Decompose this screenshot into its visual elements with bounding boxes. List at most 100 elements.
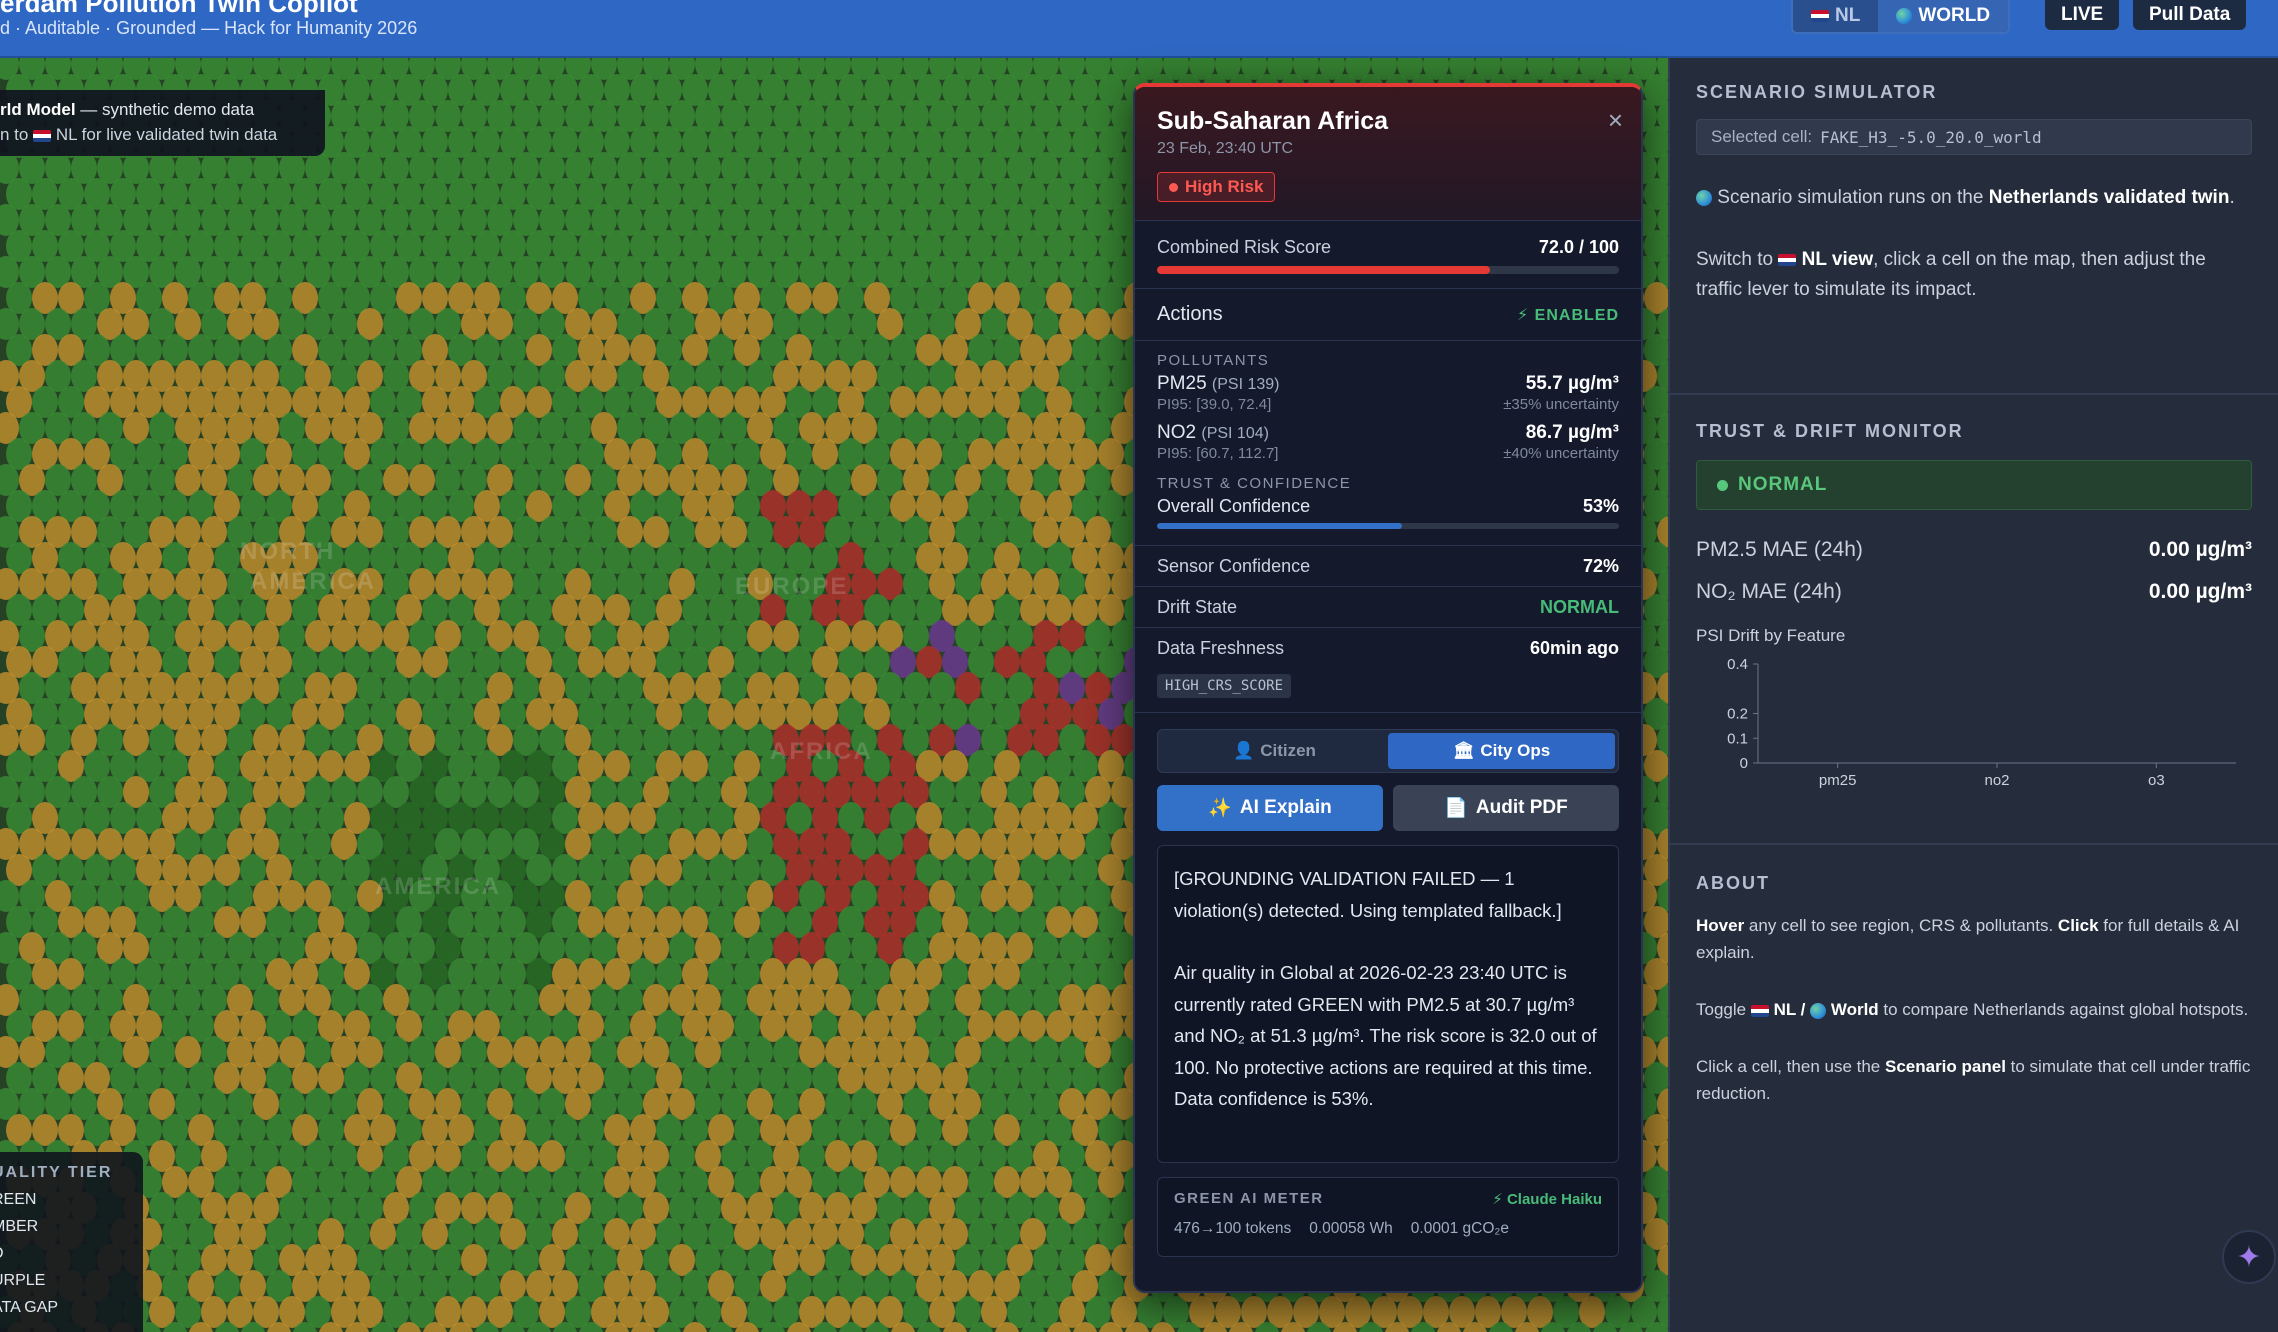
map-cell[interactable]	[643, 360, 669, 392]
map-cell[interactable]	[1020, 1322, 1046, 1332]
map-cell[interactable]	[279, 568, 305, 600]
map-cell[interactable]	[422, 1270, 448, 1302]
map-cell[interactable]	[58, 1062, 84, 1094]
map-cell[interactable]	[968, 750, 994, 782]
map-cell[interactable]	[279, 1192, 305, 1224]
map-cell[interactable]	[1085, 880, 1111, 912]
map-cell[interactable]	[968, 1062, 994, 1094]
map-cell[interactable]	[669, 776, 695, 808]
map-cell[interactable]	[357, 672, 383, 704]
map-cell[interactable]	[1059, 152, 1085, 184]
map-cell[interactable]	[786, 334, 812, 366]
map-cell[interactable]	[188, 1322, 214, 1332]
map-cell[interactable]	[331, 1296, 357, 1328]
map-cell[interactable]	[45, 360, 71, 392]
map-cell[interactable]	[58, 1114, 84, 1146]
map-cell[interactable]	[19, 464, 45, 496]
map-cell[interactable]	[461, 100, 487, 132]
map-cell[interactable]	[1514, 1322, 1540, 1332]
map-cell[interactable]	[1033, 776, 1059, 808]
map-cell[interactable]	[669, 568, 695, 600]
map-cell[interactable]	[838, 386, 864, 418]
map-cell[interactable]	[370, 1114, 396, 1146]
map-cell[interactable]	[604, 698, 630, 730]
map-cell[interactable]	[435, 152, 461, 184]
map-cell[interactable]	[227, 776, 253, 808]
map-cell[interactable]	[32, 438, 58, 470]
map-cell[interactable]	[1098, 178, 1124, 210]
map-cell[interactable]	[162, 1270, 188, 1302]
map-cell[interactable]	[903, 58, 929, 80]
map-cell[interactable]	[344, 1010, 370, 1042]
map-cell[interactable]	[721, 724, 747, 756]
map-cell[interactable]	[1293, 1296, 1319, 1328]
map-cell[interactable]	[396, 1114, 422, 1146]
map-cell[interactable]	[929, 1088, 955, 1120]
map-cell[interactable]	[812, 1270, 838, 1302]
map-cell[interactable]	[1644, 1062, 1668, 1094]
map-cell[interactable]	[214, 594, 240, 626]
map-cell[interactable]	[916, 750, 942, 782]
map-cell[interactable]	[916, 1166, 942, 1198]
map-cell[interactable]	[656, 1062, 682, 1094]
map-cell[interactable]	[1085, 204, 1111, 236]
map-cell[interactable]	[968, 74, 994, 106]
map-cell[interactable]	[279, 152, 305, 184]
map-cell[interactable]	[1150, 1322, 1176, 1332]
map-cell[interactable]	[1007, 58, 1033, 80]
map-cell[interactable]	[409, 308, 435, 340]
map-cell[interactable]	[1033, 1088, 1059, 1120]
map-cell[interactable]	[1033, 516, 1059, 548]
map-cell[interactable]	[513, 360, 539, 392]
map-cell[interactable]	[149, 516, 175, 548]
map-cell[interactable]	[695, 464, 721, 496]
map-cell[interactable]	[578, 1166, 604, 1198]
map-cell[interactable]	[617, 776, 643, 808]
map-cell[interactable]	[812, 958, 838, 990]
map-cell[interactable]	[760, 438, 786, 470]
map-cell[interactable]	[344, 1062, 370, 1094]
map-cell[interactable]	[487, 58, 513, 80]
map-cell[interactable]	[812, 1062, 838, 1094]
map-cell[interactable]	[1072, 958, 1098, 990]
map-cell[interactable]	[1020, 750, 1046, 782]
map-cell[interactable]	[1046, 594, 1072, 626]
map-cell[interactable]	[175, 1140, 201, 1172]
map-cell[interactable]	[240, 906, 266, 938]
map-cell[interactable]	[448, 594, 474, 626]
map-cell[interactable]	[162, 542, 188, 574]
map-cell[interactable]	[149, 464, 175, 496]
map-cell[interactable]	[1657, 152, 1668, 184]
map-cell[interactable]	[578, 594, 604, 626]
map-cell[interactable]	[968, 854, 994, 886]
map-cell[interactable]	[708, 1322, 734, 1332]
map-cell[interactable]	[19, 672, 45, 704]
map-cell[interactable]	[227, 1192, 253, 1224]
map-cell[interactable]	[292, 646, 318, 678]
map-cell[interactable]	[1098, 594, 1124, 626]
map-cell[interactable]	[1059, 1192, 1085, 1224]
map-cell[interactable]	[266, 1010, 292, 1042]
map-cell[interactable]	[747, 880, 773, 912]
map-cell[interactable]	[981, 984, 1007, 1016]
map-cell[interactable]	[318, 906, 344, 938]
map-cell[interactable]	[1579, 58, 1605, 80]
map-cell[interactable]	[409, 516, 435, 548]
map-cell[interactable]	[1085, 1036, 1111, 1068]
map-cell[interactable]	[188, 490, 214, 522]
map-cell[interactable]	[19, 152, 45, 184]
map-cell[interactable]	[266, 1166, 292, 1198]
map-cell[interactable]	[630, 74, 656, 106]
map-cell[interactable]	[1020, 906, 1046, 938]
map-cell[interactable]	[84, 1114, 110, 1146]
map-cell[interactable]	[1345, 58, 1371, 80]
map-cell[interactable]	[565, 932, 591, 964]
map-cell[interactable]	[656, 74, 682, 106]
map-cell[interactable]	[123, 464, 149, 496]
map-cell[interactable]	[812, 1010, 838, 1042]
map-cell[interactable]	[786, 1166, 812, 1198]
map-cell[interactable]	[461, 412, 487, 444]
map-cell[interactable]	[461, 568, 487, 600]
map-cell[interactable]	[786, 698, 812, 730]
map-cell[interactable]	[149, 256, 175, 288]
